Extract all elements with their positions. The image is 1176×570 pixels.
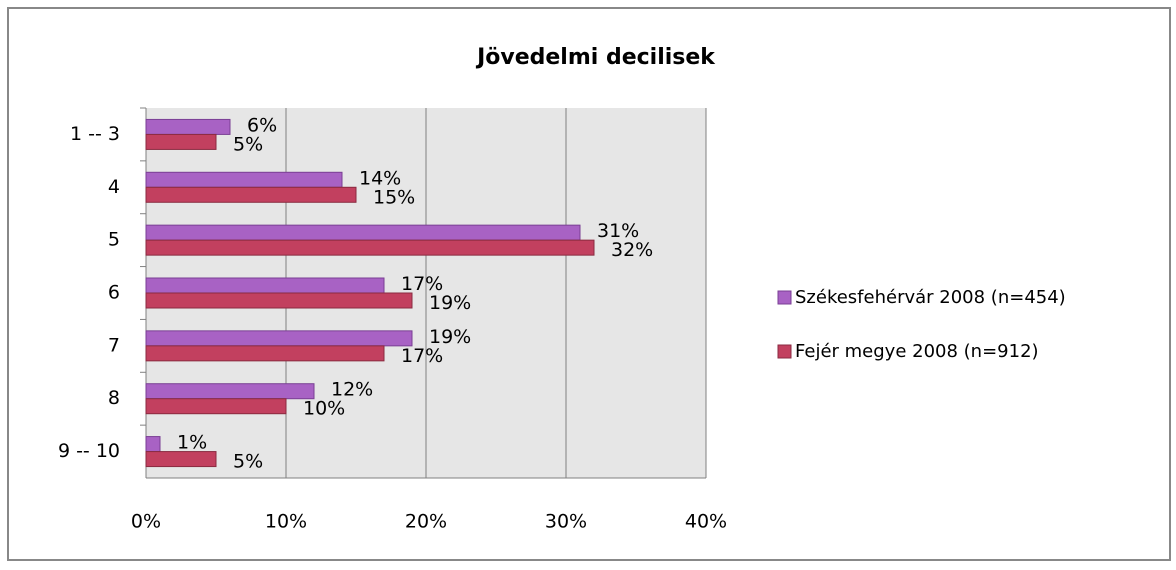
x-tick-label: 40% (685, 511, 727, 533)
data-label: 19% (429, 326, 471, 348)
y-tick-label: 6 (108, 282, 120, 304)
data-label: 31% (597, 220, 639, 242)
data-label: 5% (233, 133, 263, 155)
legend-swatch (777, 344, 792, 359)
bar (145, 292, 413, 309)
y-tick-label: 8 (108, 387, 120, 409)
data-label: 32% (611, 239, 653, 261)
bar (145, 436, 161, 453)
data-label: 12% (331, 379, 373, 401)
bar (145, 224, 581, 241)
y-tick-label: 9 -- 10 (58, 440, 120, 462)
data-label: 1% (177, 432, 207, 454)
bar (145, 118, 231, 135)
bar (145, 133, 217, 150)
data-label: 17% (401, 345, 443, 367)
x-tick-label: 20% (405, 511, 447, 533)
bar (145, 171, 343, 188)
x-tick-label: 10% (265, 511, 307, 533)
x-tick-label: 30% (545, 511, 587, 533)
bar (145, 277, 385, 294)
legend-swatch (777, 290, 792, 305)
chart-title: Jövedelmi decilisek (475, 45, 716, 70)
bar (145, 398, 287, 415)
data-label: 5% (233, 451, 263, 473)
data-label: 19% (429, 292, 471, 314)
data-label: 6% (247, 114, 277, 136)
data-label: 15% (373, 186, 415, 208)
y-tick-label: 7 (108, 334, 120, 356)
data-label: 17% (401, 273, 443, 295)
bar (145, 345, 385, 362)
data-label: 14% (359, 167, 401, 189)
y-tick-label: 5 (108, 229, 120, 251)
bar (145, 239, 595, 256)
bar (145, 383, 315, 400)
y-tick-label: 1 -- 3 (70, 123, 120, 145)
bar (145, 186, 357, 203)
y-tick-label: 4 (108, 176, 120, 198)
x-tick-label: 0% (131, 511, 161, 533)
legend-label: Székesfehérvár 2008 (n=454) (795, 287, 1066, 308)
bar (145, 330, 413, 347)
bar (145, 451, 217, 468)
data-label: 10% (303, 398, 345, 420)
legend-label: Fejér megye 2008 (n=912) (795, 341, 1039, 362)
